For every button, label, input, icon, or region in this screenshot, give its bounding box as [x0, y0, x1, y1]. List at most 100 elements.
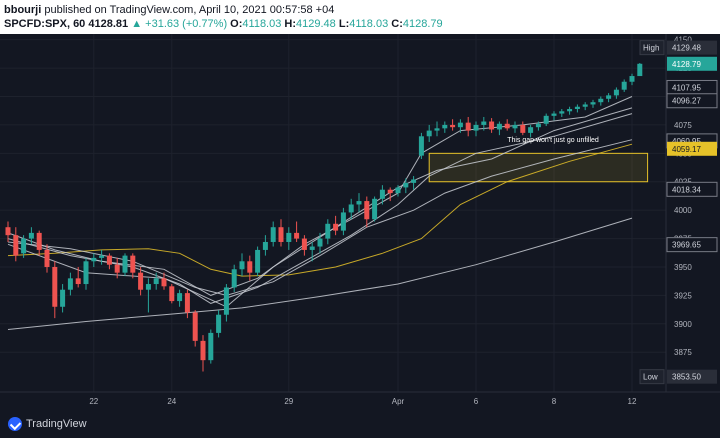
candle-body — [606, 95, 612, 99]
candle-body — [184, 293, 190, 313]
candle-body — [418, 136, 424, 156]
candle — [309, 241, 315, 262]
candle-body — [278, 227, 284, 242]
candle-body — [598, 98, 604, 103]
candle-body — [567, 109, 573, 112]
candle — [426, 124, 432, 142]
x-tick-label: 22 — [89, 397, 98, 406]
y-tick-label: 4000 — [674, 206, 692, 215]
candle — [67, 272, 73, 296]
candle-body — [36, 232, 42, 250]
candle — [387, 187, 393, 202]
candle — [535, 121, 541, 131]
candle-body — [67, 278, 73, 290]
price-label-low: Low 3853.50 — [639, 369, 717, 385]
candle-body — [208, 332, 214, 361]
candle-body — [348, 204, 354, 213]
candle-body — [122, 255, 128, 273]
price-chart[interactable]: This gap won't just go unfilled 41504125… — [0, 34, 720, 412]
candle-body — [481, 121, 487, 125]
y-tick-label: 3950 — [674, 263, 692, 272]
candle-body — [200, 340, 206, 361]
price-label-box — [666, 181, 718, 197]
price-label-tag-text: High — [643, 44, 659, 53]
candle-body — [286, 232, 292, 242]
candle — [567, 106, 573, 115]
candle-body — [465, 122, 471, 131]
candle-body — [613, 89, 619, 96]
candle — [216, 310, 222, 338]
candle-body — [28, 232, 34, 239]
gap-zone-rect — [428, 152, 649, 183]
candle-body — [442, 124, 448, 129]
candle-body — [239, 261, 245, 270]
candle — [138, 266, 144, 296]
y-tick-label: 4150 — [674, 36, 692, 45]
price-label-tag — [639, 40, 665, 56]
candle-body — [489, 121, 495, 130]
candle — [613, 87, 619, 99]
price-label-tag-text: Low — [643, 373, 658, 382]
candle-body — [450, 124, 456, 128]
y-tick-label: 3875 — [674, 348, 692, 357]
candle — [91, 253, 97, 267]
candle-body — [91, 257, 97, 262]
price-label-box — [667, 40, 717, 55]
candle-body — [13, 235, 19, 256]
candle-body — [21, 238, 27, 254]
candle — [278, 219, 284, 247]
author-name[interactable]: bbourji — [4, 4, 42, 16]
y-tick-label: 4075 — [674, 121, 692, 130]
candle — [543, 113, 549, 127]
price-label-current: 4128.79 — [667, 56, 717, 71]
price-labels: High 4129.484128.794107.954096.274060.954… — [639, 40, 718, 385]
gap-annotation: This gap won't just go unfilled — [507, 137, 599, 144]
candle — [379, 185, 385, 205]
candle — [36, 230, 42, 256]
close-label: C: — [391, 18, 403, 30]
candle — [340, 207, 346, 236]
candle — [489, 118, 495, 133]
candle — [559, 109, 565, 117]
candle-body — [44, 249, 50, 267]
candle-body — [535, 123, 541, 128]
candle — [333, 215, 339, 236]
chart-header: bbourji published on TradingView.com, Ap… — [0, 0, 720, 34]
candle-body — [262, 241, 268, 250]
candle-body — [395, 187, 401, 194]
tradingview-logo-icon — [8, 417, 22, 431]
candle-body — [99, 255, 105, 258]
candle — [177, 289, 183, 307]
candle — [114, 257, 120, 279]
candle-body — [169, 286, 175, 302]
candle — [457, 119, 463, 133]
price-label-box — [666, 93, 718, 109]
candle — [192, 310, 198, 347]
price-label-box — [667, 141, 717, 156]
candle — [130, 253, 136, 279]
tradingview-logo[interactable]: TradingView — [8, 417, 87, 431]
candle-body — [574, 106, 580, 110]
candle-body — [333, 223, 339, 231]
y-tick-label: 3900 — [674, 320, 692, 329]
candle — [52, 261, 58, 319]
candle-body — [223, 287, 229, 315]
x-tick-label: Apr — [392, 397, 405, 406]
candle — [44, 244, 50, 273]
candle-body — [582, 104, 588, 107]
symbol-label[interactable]: SPCFD:SPX, 60 — [4, 18, 86, 30]
candle-body — [60, 289, 66, 307]
price-label-value: 3853.50 — [672, 373, 701, 382]
candle — [450, 119, 456, 131]
candle — [551, 111, 557, 121]
candle — [75, 266, 81, 288]
time-axis[interactable]: 22 24 29 Apr 6 8 12 — [89, 397, 637, 406]
candle — [247, 255, 253, 281]
candle — [582, 102, 588, 111]
up-arrow-icon: ▲ — [131, 18, 143, 30]
price-label-plain: 4096.27 — [666, 93, 718, 109]
candle-body — [52, 266, 58, 307]
candle — [106, 253, 112, 270]
candle-body — [403, 182, 409, 188]
candle-body — [145, 284, 151, 290]
